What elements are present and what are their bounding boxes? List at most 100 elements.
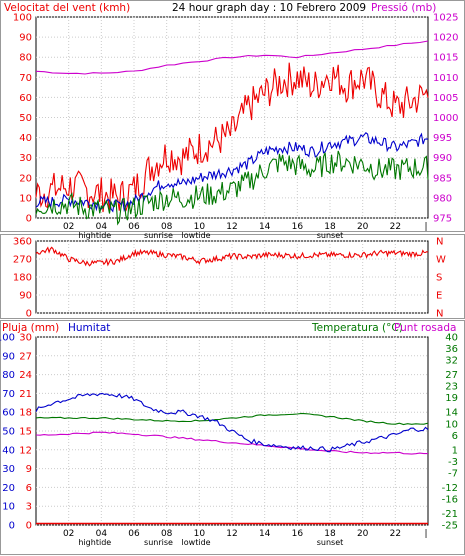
x-tick-label: 02 — [63, 222, 74, 232]
x-tick-label: 14 — [259, 529, 271, 539]
event-label-lowtide: lowtide — [182, 231, 211, 240]
compass-label: S — [436, 273, 442, 284]
x-tick-label: 04 — [96, 222, 108, 232]
dew-point-line — [35, 431, 428, 455]
temperature-tick-label: -12 — [442, 483, 458, 494]
rain-tick-label: 3 — [26, 502, 32, 513]
humidity-tick-label: 20 — [2, 483, 15, 494]
humidity-tick-label: 50 — [2, 427, 15, 438]
x-tick-label: 18 — [324, 222, 336, 232]
event-label-hightide: hightide — [78, 231, 111, 240]
wind-gust-line — [35, 62, 429, 213]
humidity-axis-title: Humitat — [68, 322, 110, 334]
pressure-axis-title: Pressió (mb) — [371, 2, 436, 14]
x-tick-label: 06 — [128, 222, 140, 232]
pressure-tick-label: 995 — [433, 133, 452, 144]
temperature-tick-label: -7 — [448, 468, 458, 479]
dew-point-axis-title: Punt rosada — [394, 322, 456, 334]
wind-tick-label: 60 — [19, 93, 32, 104]
pressure-tick-label: 980 — [433, 193, 452, 204]
rain-tick-label: 12 — [19, 445, 32, 456]
x-tick-label: 20 — [357, 222, 369, 232]
temperature-tick-label: 19 — [445, 393, 458, 404]
temperature-tick-label: 14 — [445, 408, 458, 419]
rain-tick-label: 0 — [26, 521, 32, 532]
x-tick-label: 22 — [390, 529, 401, 539]
x-tick-label: 16 — [292, 222, 304, 232]
temperature-tick-label: 27 — [445, 370, 458, 381]
pressure-line — [35, 40, 429, 75]
humidity-tick-label: 60 — [2, 408, 15, 419]
x-tick-label: 22 — [390, 222, 401, 232]
direction-tick-label: 360 — [13, 237, 32, 248]
event-label-lowtide: lowtide — [182, 538, 211, 547]
pressure-tick-label: 985 — [433, 173, 452, 184]
wind-tick-label: 10 — [19, 193, 32, 204]
wind-tick-label: 90 — [19, 33, 32, 44]
humidity-tick-label: 90 — [2, 351, 15, 362]
humidity-tick-label: 70 — [2, 389, 15, 400]
temperature-tick-label: 1 — [452, 445, 458, 456]
x-tick-label: 06 — [128, 529, 140, 539]
rain-tick-label: 9 — [26, 464, 32, 475]
wind-tick-label: 80 — [19, 53, 32, 64]
x-tick-label: 18 — [324, 529, 336, 539]
event-label-sunset: sunset — [317, 538, 344, 547]
x-tick-label: 12 — [226, 529, 237, 539]
wind-tick-label: 50 — [19, 113, 32, 124]
x-tick-label: 08 — [161, 222, 173, 232]
x-tick-label: 16 — [292, 529, 304, 539]
temperature-tick-label: -16 — [442, 494, 458, 505]
wind-green-line — [35, 150, 429, 226]
humidity-tick-label: 0 — [9, 521, 15, 532]
temperature-tick-label: -21 — [442, 509, 458, 520]
x-tick-label: 12 — [226, 222, 237, 232]
pressure-tick-label: 1000 — [433, 113, 458, 124]
x-end-tick: | — [424, 529, 427, 539]
direction-tick-label: 180 — [13, 273, 32, 284]
event-label-sunset: sunset — [317, 231, 344, 240]
compass-label: N — [436, 309, 443, 320]
humidity-tick-label: 80 — [2, 370, 15, 381]
rain-tick-label: 24 — [19, 370, 32, 381]
rain-tick-label: 27 — [19, 351, 32, 362]
direction-tick-label: 270 — [13, 255, 32, 266]
direction-tick-label: 0 — [26, 309, 32, 320]
temperature-tick-label: 40 — [445, 333, 458, 344]
humidity-line — [35, 392, 429, 453]
wind-speed-axis-title: Velocitat del vent (kmh) — [4, 2, 130, 14]
temperature-tick-label: 23 — [445, 382, 458, 393]
rain-tick-label: 15 — [19, 427, 32, 438]
chart-title: 24 hour graph day : 10 Febrero 2009 — [172, 2, 366, 14]
wind-tick-label: 30 — [19, 153, 32, 164]
rain-tick-label: 18 — [19, 408, 32, 419]
pressure-tick-label: 1005 — [433, 93, 458, 104]
compass-label: E — [436, 291, 442, 302]
pressure-tick-label: 1025 — [433, 13, 458, 24]
wind-tick-label: 40 — [19, 133, 32, 144]
humidity-tick-label: 10 — [2, 502, 15, 513]
temperature-tick-label: -25 — [442, 521, 458, 532]
temperature-tick-label: 10 — [445, 419, 458, 430]
humidity-tick-label: 30 — [2, 464, 15, 475]
x-tick-label: 04 — [96, 529, 108, 539]
x-tick-label: 08 — [161, 529, 173, 539]
pressure-tick-label: 990 — [433, 153, 452, 164]
event-label-sunrise: sunrise — [144, 231, 173, 240]
x-tick-label: 10 — [194, 222, 206, 232]
rain-tick-label: 21 — [19, 389, 32, 400]
event-label-hightide: hightide — [78, 538, 111, 547]
pressure-tick-label: 1015 — [433, 53, 458, 64]
rain-tick-label: 6 — [26, 483, 32, 494]
temperature-tick-label: 32 — [445, 356, 458, 367]
temperature-tick-label: 36 — [445, 344, 458, 355]
temperature-tick-label: -3 — [448, 457, 458, 468]
wind-average-line — [35, 132, 429, 213]
temperature-axis-title: Temperatura (°C) — [311, 322, 403, 334]
wind-tick-label: 20 — [19, 173, 32, 184]
x-end-tick: | — [424, 222, 427, 232]
compass-label: N — [436, 237, 443, 248]
compass-label: W — [436, 255, 446, 266]
